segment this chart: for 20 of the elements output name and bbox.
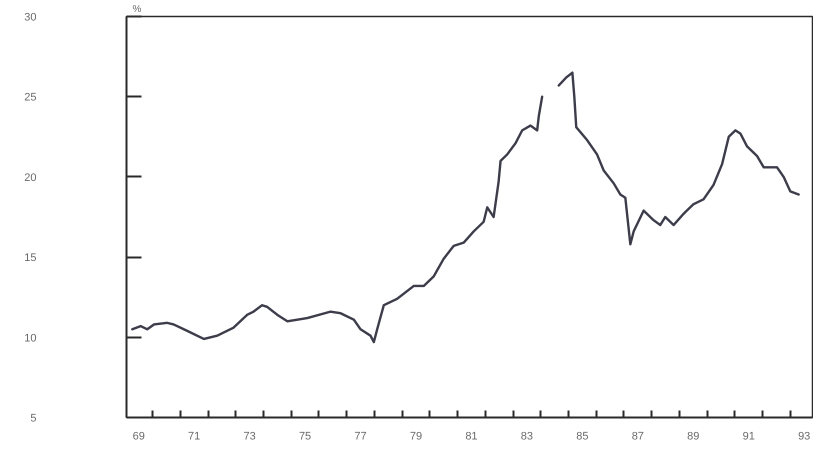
x-tick-label: 89 [687, 430, 700, 442]
x-tick-label: 91 [742, 430, 755, 442]
x-tick-label: 85 [576, 430, 588, 442]
y-tick-label: 5 [30, 412, 37, 424]
y-tick-label: 25 [24, 92, 37, 104]
x-tick-label: 73 [243, 430, 256, 442]
x-tick-label: 71 [188, 430, 200, 442]
x-tick-label: 77 [354, 430, 367, 442]
y-tick-label: 30 [24, 12, 37, 24]
x-tick-label: 87 [632, 430, 644, 442]
y-tick-label: 20 [24, 172, 37, 184]
x-tick-label: 81 [465, 430, 478, 442]
y-axis-title: % [132, 4, 142, 15]
x-tick-label: 79 [410, 430, 422, 442]
x-tick-label: 83 [520, 430, 534, 442]
x-tick-label: 69 [132, 430, 145, 442]
x-tick-label: 93 [798, 430, 810, 442]
y-tick-label: 10 [24, 332, 37, 344]
x-tick-label: 75 [298, 430, 312, 442]
y-tick-label: 15 [24, 252, 37, 264]
